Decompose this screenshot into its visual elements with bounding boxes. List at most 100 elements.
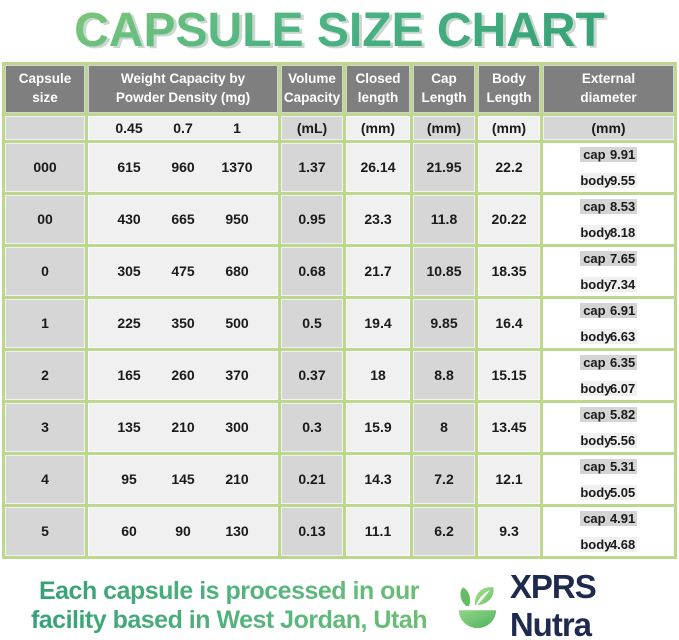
external-cap-label: cap xyxy=(583,511,606,527)
density-0.45: 0.45 xyxy=(115,119,143,136)
weight-density-1: 680 xyxy=(225,263,249,280)
weight-density-1: 500 xyxy=(225,315,249,332)
weight-density-1: 130 xyxy=(225,523,249,540)
external-diameter-cell: cap 6.35 body 6.07 xyxy=(543,350,674,400)
external-body-label: body xyxy=(580,484,612,500)
header-closed-length: Closed length xyxy=(346,64,410,113)
closed-length-cell: 15.9 xyxy=(346,402,410,452)
weight-density-0.7: 145 xyxy=(171,471,195,488)
weight-capacity-cell: 95 145 210 xyxy=(88,454,278,504)
unit-external-diameter: (mm) xyxy=(543,115,674,140)
closed-length-cell: 11.1 xyxy=(346,506,410,556)
external-cap-label: cap xyxy=(583,407,606,423)
external-diameter-cell: cap 8.53 body 8.18 xyxy=(543,194,674,244)
closed-length-cell: 18 xyxy=(346,350,410,400)
external-cap-value: 5.82 xyxy=(609,407,636,423)
external-body-value: 4.68 xyxy=(609,536,636,552)
external-diameter-cell: cap 6.91 body 6.63 xyxy=(543,298,674,348)
external-body-value: 7.34 xyxy=(609,276,636,292)
closed-length-cell: 21.7 xyxy=(346,246,410,296)
external-cap-row: cap 5.82 xyxy=(580,407,637,423)
cap-length-cell: 6.2 xyxy=(413,506,475,556)
external-body-value: 6.63 xyxy=(609,328,636,344)
closed-length-cell: 19.4 xyxy=(346,298,410,348)
mortar-leaf-icon xyxy=(458,586,497,628)
weight-density-0.45: 60 xyxy=(121,523,137,540)
unit-closed-length: (mm) xyxy=(346,115,410,140)
capsule-size-cell: 1 xyxy=(5,298,85,348)
footer: Each capsule is processed in our facilit… xyxy=(0,559,679,640)
cap-length-cell: 7.2 xyxy=(413,454,475,504)
footer-caption: Each capsule is processed in our facilit… xyxy=(8,577,450,635)
capsule-size-cell: 000 xyxy=(5,142,85,192)
capsule-size-cell: 00 xyxy=(5,194,85,244)
body-length-cell: 9.3 xyxy=(478,506,540,556)
external-body-label: body xyxy=(580,224,612,240)
capsule-size-cell: 4 xyxy=(5,454,85,504)
weight-capacity-cell: 165 260 370 xyxy=(88,350,278,400)
weight-density-0.7: 210 xyxy=(171,419,195,436)
volume-capacity-cell: 0.21 xyxy=(281,454,343,504)
closed-length-cell: 14.3 xyxy=(346,454,410,504)
cap-length-cell: 11.8 xyxy=(413,194,475,244)
external-cap-row: cap 7.65 xyxy=(580,251,637,267)
header-weight-capacity: Weight Capacity by Powder Density (mg) xyxy=(88,64,278,113)
body-length-cell: 18.35 xyxy=(478,246,540,296)
external-cap-value: 5.31 xyxy=(609,459,636,475)
external-diameter-cell: cap 5.31 body 5.05 xyxy=(543,454,674,504)
weight-density-0.45: 135 xyxy=(117,419,141,436)
weight-density-0.45: 615 xyxy=(117,159,141,176)
body-length-cell: 20.22 xyxy=(478,194,540,244)
external-body-row: body 5.56 xyxy=(580,432,637,448)
unit-volume: (mL) xyxy=(281,115,343,140)
external-cap-row: cap 6.35 xyxy=(580,355,637,371)
header-body-length: Body Length xyxy=(478,64,540,113)
cap-length-cell: 9.85 xyxy=(413,298,475,348)
external-cap-value: 7.65 xyxy=(609,251,636,267)
weight-density-0.7: 90 xyxy=(175,523,191,540)
external-cap-row: cap 4.91 xyxy=(580,511,637,527)
external-cap-label: cap xyxy=(583,251,606,267)
external-body-value: 5.56 xyxy=(609,432,636,448)
capsule-size-cell: 2 xyxy=(5,350,85,400)
external-cap-label: cap xyxy=(583,147,606,163)
weight-capacity-cell: 135 210 300 xyxy=(88,402,278,452)
external-cap-label: cap xyxy=(583,303,606,319)
external-body-row: body 6.63 xyxy=(580,328,637,344)
closed-length-cell: 23.3 xyxy=(346,194,410,244)
unit-cap-length: (mm) xyxy=(413,115,475,140)
external-body-label: body xyxy=(580,276,612,292)
volume-capacity-cell: 0.95 xyxy=(281,194,343,244)
density-1: 1 xyxy=(233,119,241,136)
unit-body-length: (mm) xyxy=(478,115,540,140)
cap-length-cell: 10.85 xyxy=(413,246,475,296)
external-body-label: body xyxy=(580,172,612,188)
header-external-diameter: External diameter xyxy=(543,64,674,113)
weight-density-0.7: 960 xyxy=(171,159,195,176)
external-diameter-cell: cap 7.65 body 7.34 xyxy=(543,246,674,296)
weight-density-0.7: 475 xyxy=(171,263,195,280)
header-capsule-size: Capsule size xyxy=(5,64,85,113)
external-body-row: body 9.55 xyxy=(580,172,637,188)
external-diameter-cell: cap 4.91 body 4.68 xyxy=(543,506,674,556)
external-cap-row: cap 5.31 xyxy=(580,459,637,475)
external-body-label: body xyxy=(580,380,612,396)
external-body-row: body 4.68 xyxy=(580,536,637,552)
external-body-row: body 6.07 xyxy=(580,380,637,396)
weight-density-1: 300 xyxy=(225,419,249,436)
capsule-size-cell: 3 xyxy=(5,402,85,452)
external-body-row: body 5.05 xyxy=(580,484,637,500)
body-length-cell: 13.45 xyxy=(478,402,540,452)
volume-capacity-cell: 1.37 xyxy=(281,142,343,192)
capsule-size-cell: 0 xyxy=(5,246,85,296)
body-length-cell: 15.15 xyxy=(478,350,540,400)
external-body-row: body 7.34 xyxy=(580,276,637,292)
external-cap-label: cap xyxy=(583,459,606,475)
header-volume-capacity: Volume Capacity xyxy=(281,64,343,113)
cap-length-cell: 21.95 xyxy=(413,142,475,192)
external-body-row: body 8.18 xyxy=(580,224,637,240)
external-cap-row: cap 8.53 xyxy=(580,199,637,215)
external-body-label: body xyxy=(580,328,612,344)
unit-capsule-size xyxy=(5,115,85,140)
external-cap-row: cap 6.91 xyxy=(580,303,637,319)
